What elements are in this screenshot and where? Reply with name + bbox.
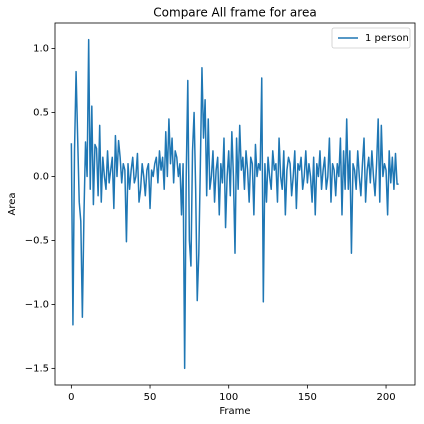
x-tick-label: 150	[298, 392, 317, 403]
y-tick-label: 0.5	[33, 108, 49, 119]
x-tick-label: 50	[144, 392, 157, 403]
legend-label: 1 person	[365, 33, 409, 44]
x-tick-label: 200	[377, 392, 396, 403]
y-axis-label: Area	[7, 192, 18, 215]
chart-title: Compare All frame for area	[153, 6, 316, 20]
y-tick-label: −1.5	[25, 363, 49, 374]
y-tick-label: −0.5	[25, 235, 49, 246]
legend-box	[331, 27, 411, 49]
axes-frame	[54, 22, 416, 386]
x-tick-label: 0	[68, 392, 74, 403]
y-tick-label: −1.0	[25, 299, 49, 310]
x-axis-label: Frame	[219, 406, 250, 417]
y-tick-label: 0.0	[33, 171, 49, 182]
y-tick-label: 1.0	[33, 44, 49, 55]
data-line	[70, 38, 399, 370]
x-tick-label: 100	[219, 392, 238, 403]
